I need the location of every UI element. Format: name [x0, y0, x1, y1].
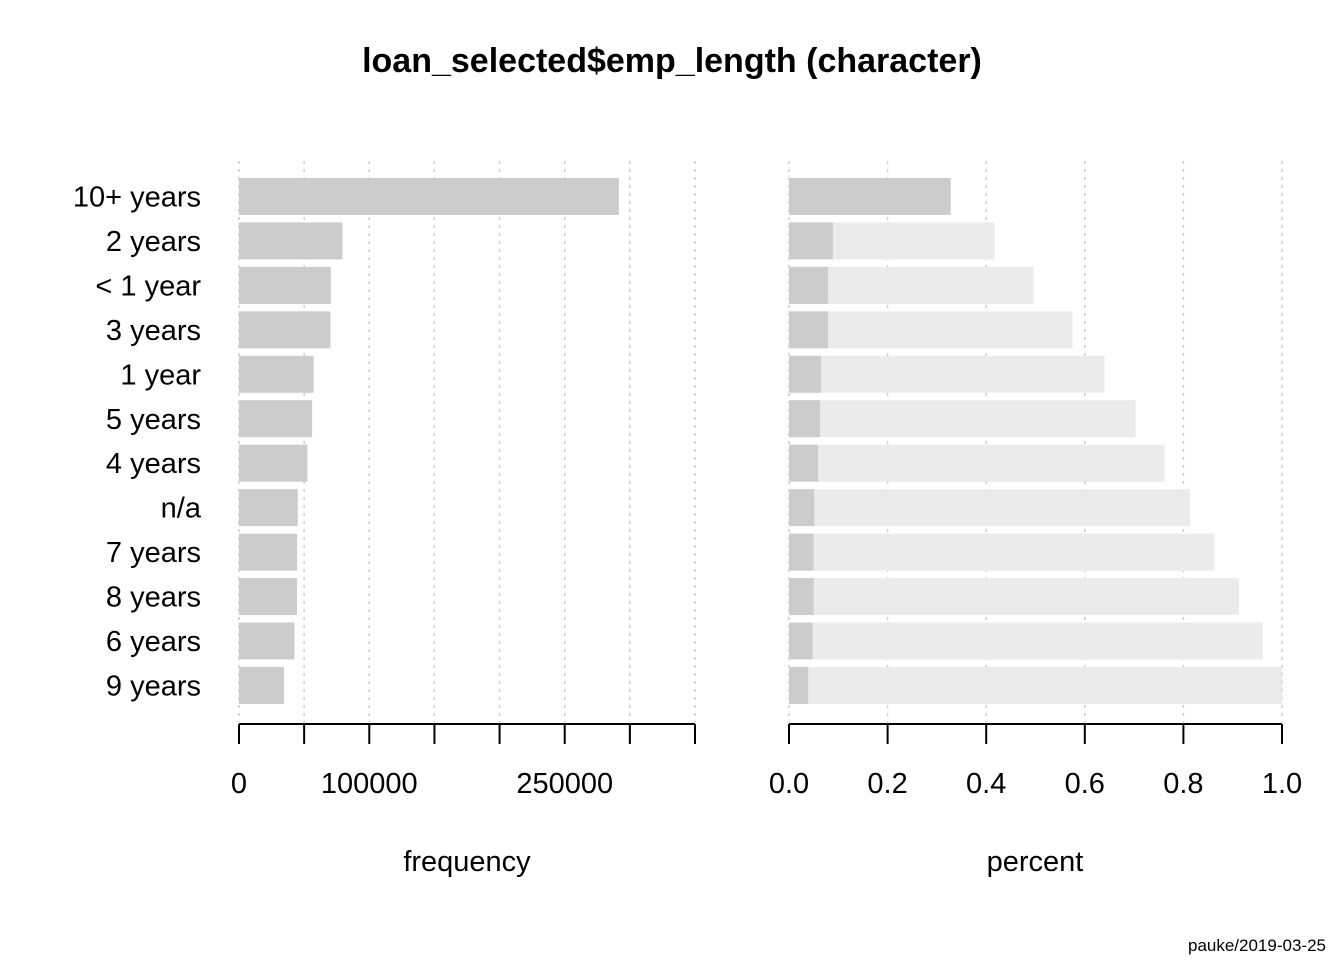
percent-cumulative-bar-7-years: [789, 533, 1215, 571]
percent-tick-label: 0.2: [867, 768, 907, 800]
frequency-bar-5-years: [239, 400, 313, 438]
frequency-bar-n-a: [239, 489, 298, 527]
percent-tick-label: 0.8: [1163, 768, 1203, 800]
percent-cumulative-bar-3-years: [789, 311, 1073, 349]
percent-bar-8-years: [789, 578, 814, 616]
percent-bar-2-years: [789, 222, 833, 260]
frequency-panel: 0 100000 250000: [231, 161, 696, 800]
category-label-1-year: 1 year: [120, 359, 201, 391]
percent-cumulative-bar-4-years: [789, 444, 1165, 482]
frequency-tick-label: 0: [231, 768, 247, 800]
percent-cumulative-bar-8-years: [789, 578, 1240, 616]
frequency-bar-9-years: [239, 666, 284, 704]
percent-cumulative-bar-n-a: [789, 489, 1190, 527]
category-label-3-years: 3 years: [106, 315, 201, 347]
percent-bar-4-years: [789, 444, 819, 482]
category-label-6-years: 6 years: [106, 626, 201, 658]
frequency-bar-6-years: [239, 622, 295, 660]
percent-bar-6-years: [789, 622, 813, 660]
frequency-bar-1-year: [239, 266, 331, 304]
frequency-bar-2-years: [239, 222, 343, 260]
category-label-n-a: n/a: [161, 493, 202, 525]
frequency-tick-label: 100000: [321, 768, 418, 800]
category-label-5-years: 5 years: [106, 404, 201, 436]
percent-bar-9-years: [789, 666, 809, 704]
frequency-bar-3-years: [239, 311, 331, 349]
percent-bar-n-a: [789, 489, 815, 527]
percent-cumulative-bar-1-year: [789, 266, 1034, 304]
percent-panel: 0.0 0.2 0.4 0.6 0.8 1.0: [769, 161, 1302, 800]
frequency-bar-1-year: [239, 355, 314, 393]
percent-cumulative-bar-9-years: [789, 666, 1282, 704]
percent-bar-5-years: [789, 400, 821, 438]
percent-cumulative-bar-1-year: [789, 355, 1105, 393]
category-label-9-years: 9 years: [106, 670, 201, 702]
category-label-10-years: 10+ years: [73, 182, 201, 214]
category-label-2-years: 2 years: [106, 226, 201, 258]
frequency-tick-label: 250000: [516, 768, 613, 800]
percent-bar-10-years: [789, 178, 951, 215]
category-label-7-years: 7 years: [106, 537, 201, 569]
category-label-4-years: 4 years: [106, 448, 201, 480]
percent-bar-1-year: [789, 266, 828, 304]
percent-tick-label: 0.4: [966, 768, 1006, 800]
footer-credit: pauke/2019-03-25: [1188, 936, 1326, 955]
percent-tick-label: 1.0: [1262, 768, 1302, 800]
frequency-bar-7-years: [239, 533, 298, 571]
percent-bar-7-years: [789, 533, 814, 571]
category-label-1-year: < 1 year: [95, 270, 201, 302]
percent-tick-label: 0.6: [1065, 768, 1105, 800]
percent-axis-title: percent: [987, 846, 1084, 878]
frequency-bar-4-years: [239, 444, 308, 482]
percent-tick-label: 0.0: [769, 768, 809, 800]
frequency-axis-title: frequency: [403, 846, 531, 878]
percent-cumulative-bar-5-years: [789, 400, 1136, 438]
percent-bar-1-year: [789, 355, 822, 393]
frequency-bar-10-years: [239, 178, 619, 215]
frequency-bar-8-years: [239, 578, 297, 616]
percent-bar-3-years: [789, 311, 828, 349]
category-label-8-years: 8 years: [106, 582, 201, 614]
chart-title: loan_selected$emp_length (character): [362, 42, 982, 80]
percent-cumulative-bar-6-years: [789, 622, 1263, 660]
category-labels: 10+ years 2 years < 1 year 3 years 1 year 5 y…: [73, 182, 202, 703]
